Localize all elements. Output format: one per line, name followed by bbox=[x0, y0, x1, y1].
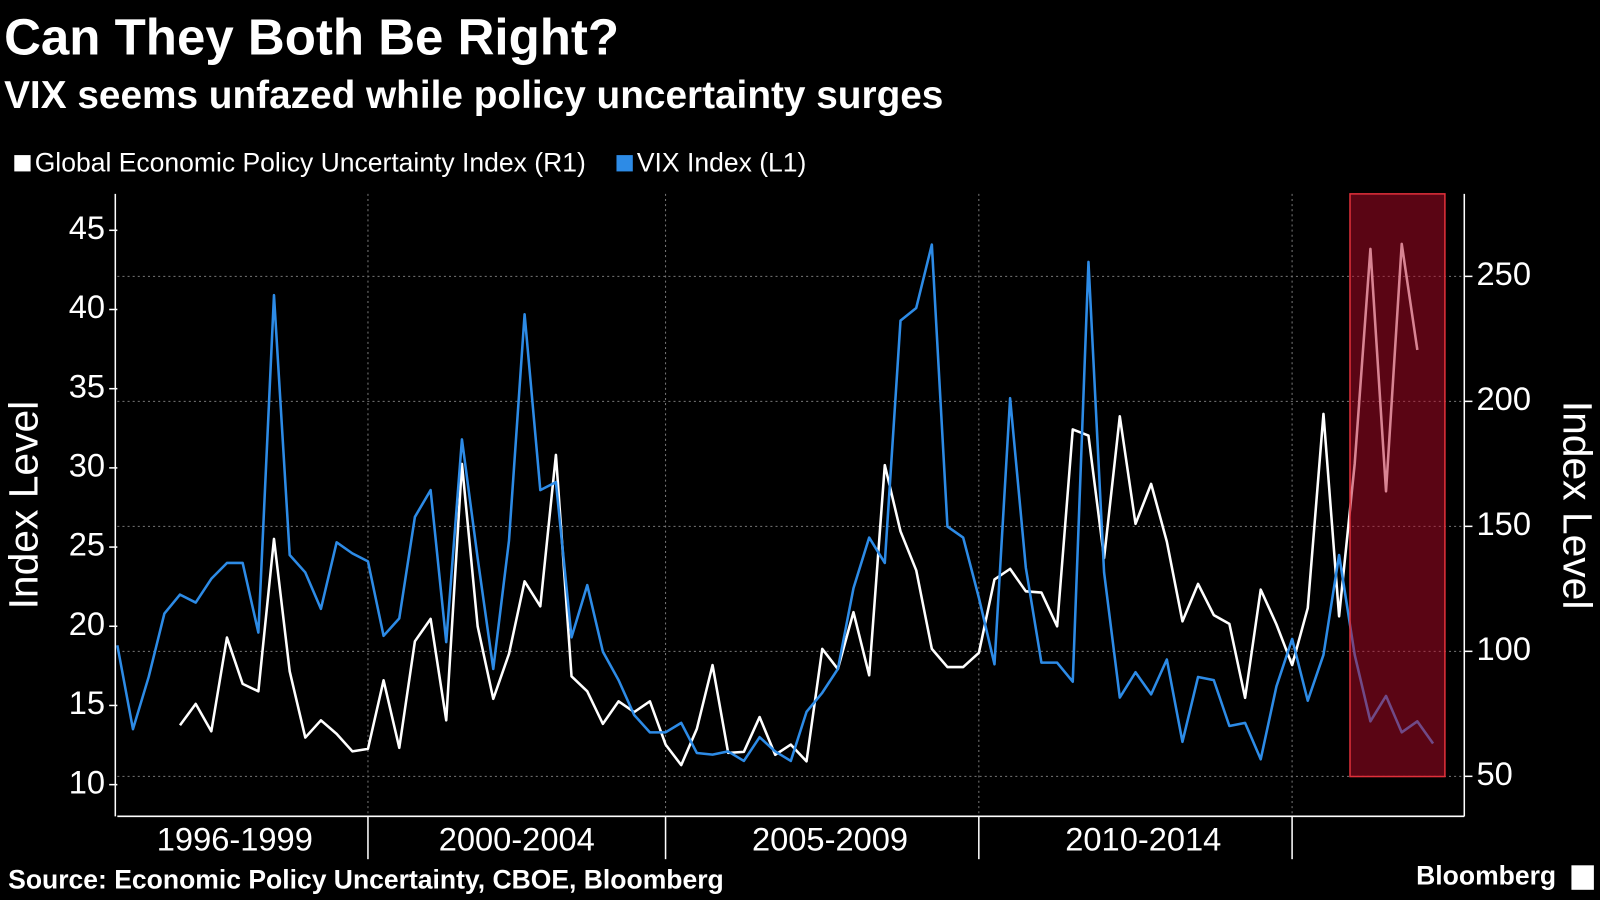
y2-axis-title: Index Level bbox=[1555, 401, 1600, 610]
source: Source: Economic Policy Uncertainty, CBO… bbox=[8, 865, 724, 895]
y2-tick-label: 150 bbox=[1477, 505, 1531, 542]
highlight-region bbox=[1349, 193, 1446, 778]
legend-label: Global Economic Policy Uncertainty Index… bbox=[35, 147, 586, 177]
y-tick-label: 20 bbox=[69, 605, 105, 642]
legend-swatch bbox=[616, 155, 633, 172]
legend-swatch bbox=[14, 155, 31, 172]
y-tick-label: 35 bbox=[69, 367, 105, 404]
brand-logo bbox=[1571, 865, 1594, 890]
chart-subtitle: VIX seems unfazed while policy uncertain… bbox=[4, 74, 943, 117]
legend: Global Economic Policy Uncertainty Index… bbox=[14, 147, 806, 177]
x-tick-label: 1996-1999 bbox=[157, 820, 313, 857]
series-line bbox=[178, 242, 1419, 767]
x-tick-label: 2000-2004 bbox=[439, 820, 595, 857]
y-tick-label: 40 bbox=[69, 288, 105, 325]
y-tick-label: 15 bbox=[69, 684, 105, 721]
y-tick-label: 25 bbox=[69, 526, 105, 563]
x-tick-label: 2005-2009 bbox=[752, 820, 908, 857]
chart-title: Can They Both Be Right? bbox=[4, 8, 619, 65]
legend-label: VIX Index (L1) bbox=[637, 147, 807, 177]
y-axis-title: Index Level bbox=[0, 401, 46, 610]
y-tick-label: 30 bbox=[69, 447, 105, 484]
series-line bbox=[116, 243, 1435, 763]
y2-tick-label: 100 bbox=[1477, 630, 1531, 667]
y-tick-label: 10 bbox=[69, 763, 105, 800]
y2-tick-label: 50 bbox=[1477, 755, 1513, 792]
x-tick-label: 2010-2014 bbox=[1065, 820, 1221, 857]
y-tick-label: 45 bbox=[69, 209, 105, 246]
y2-tick-label: 200 bbox=[1477, 380, 1531, 417]
brand: Bloomberg bbox=[1416, 861, 1556, 891]
y2-tick-label: 250 bbox=[1477, 255, 1531, 292]
